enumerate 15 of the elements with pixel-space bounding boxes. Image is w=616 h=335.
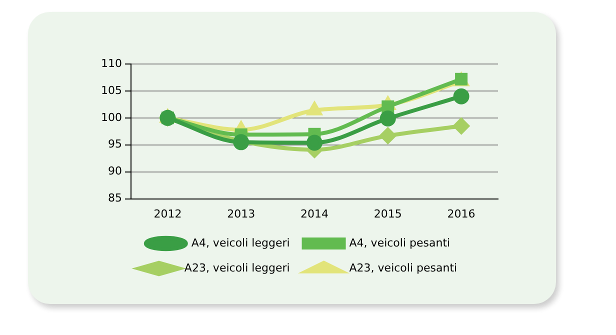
x-tick-label: 2012 (154, 207, 182, 220)
y-tick-label: 85 (108, 192, 122, 205)
legend-label: A4, veicoli pesanti (349, 236, 450, 250)
y-tick-label: 90 (108, 164, 122, 178)
x-tick-label: 2015 (374, 207, 402, 220)
x-tick-label: 2016 (447, 207, 476, 220)
legend-label: A4, veicoli leggeri (191, 236, 290, 250)
x-tick-label: 2013 (227, 207, 256, 220)
y-tick-label: 100 (100, 110, 122, 124)
x-tick-label: 2014 (300, 207, 328, 220)
legend-label: A23, veicoli leggeri (184, 261, 290, 274)
y-tick-label: 110 (100, 56, 122, 70)
y-tick-label: 95 (108, 138, 122, 151)
legend-label: A23, veicoli pesanti (349, 261, 458, 274)
y-tick-label: 105 (100, 84, 122, 97)
